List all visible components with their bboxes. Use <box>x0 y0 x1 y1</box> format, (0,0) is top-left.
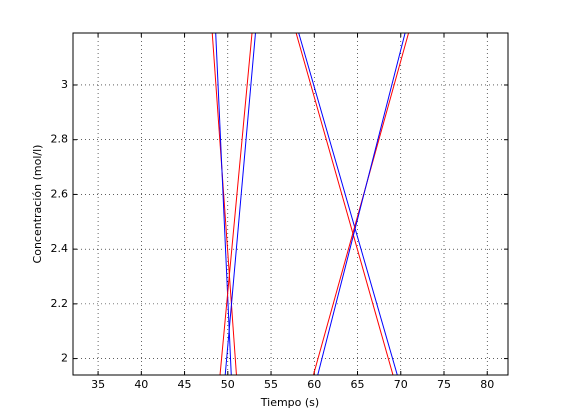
data-line <box>215 33 232 375</box>
data-line <box>317 33 406 375</box>
x-tick-label: 35 <box>91 378 105 391</box>
y-tick-label: 2.8 <box>51 133 69 146</box>
x-tick-label: 60 <box>307 378 321 391</box>
data-line <box>298 33 398 375</box>
y-tick-label: 2.6 <box>51 187 69 200</box>
axes-box <box>72 32 509 376</box>
x-tick-label: 55 <box>264 378 278 391</box>
y-tick-label: 3 <box>61 78 68 91</box>
plot-area <box>73 33 508 375</box>
y-tick-label: 2 <box>61 352 68 365</box>
x-tick-label: 45 <box>178 378 192 391</box>
x-tick-label: 75 <box>437 378 451 391</box>
y-tick-label: 2.2 <box>51 297 69 310</box>
x-tick-label: 65 <box>351 378 365 391</box>
y-tick-label: 2.4 <box>51 242 69 255</box>
data-line <box>224 33 256 375</box>
x-tick-label: 70 <box>394 378 408 391</box>
data-line <box>211 33 237 375</box>
x-tick-label: 40 <box>134 378 148 391</box>
x-tick-label: 80 <box>480 378 494 391</box>
data-line <box>295 33 394 375</box>
x-tick-label: 50 <box>221 378 235 391</box>
data-line <box>219 33 253 375</box>
x-axis-label: Tiempo (s) <box>260 396 319 409</box>
y-axis-label: Concentración (mol/l) <box>31 145 44 264</box>
